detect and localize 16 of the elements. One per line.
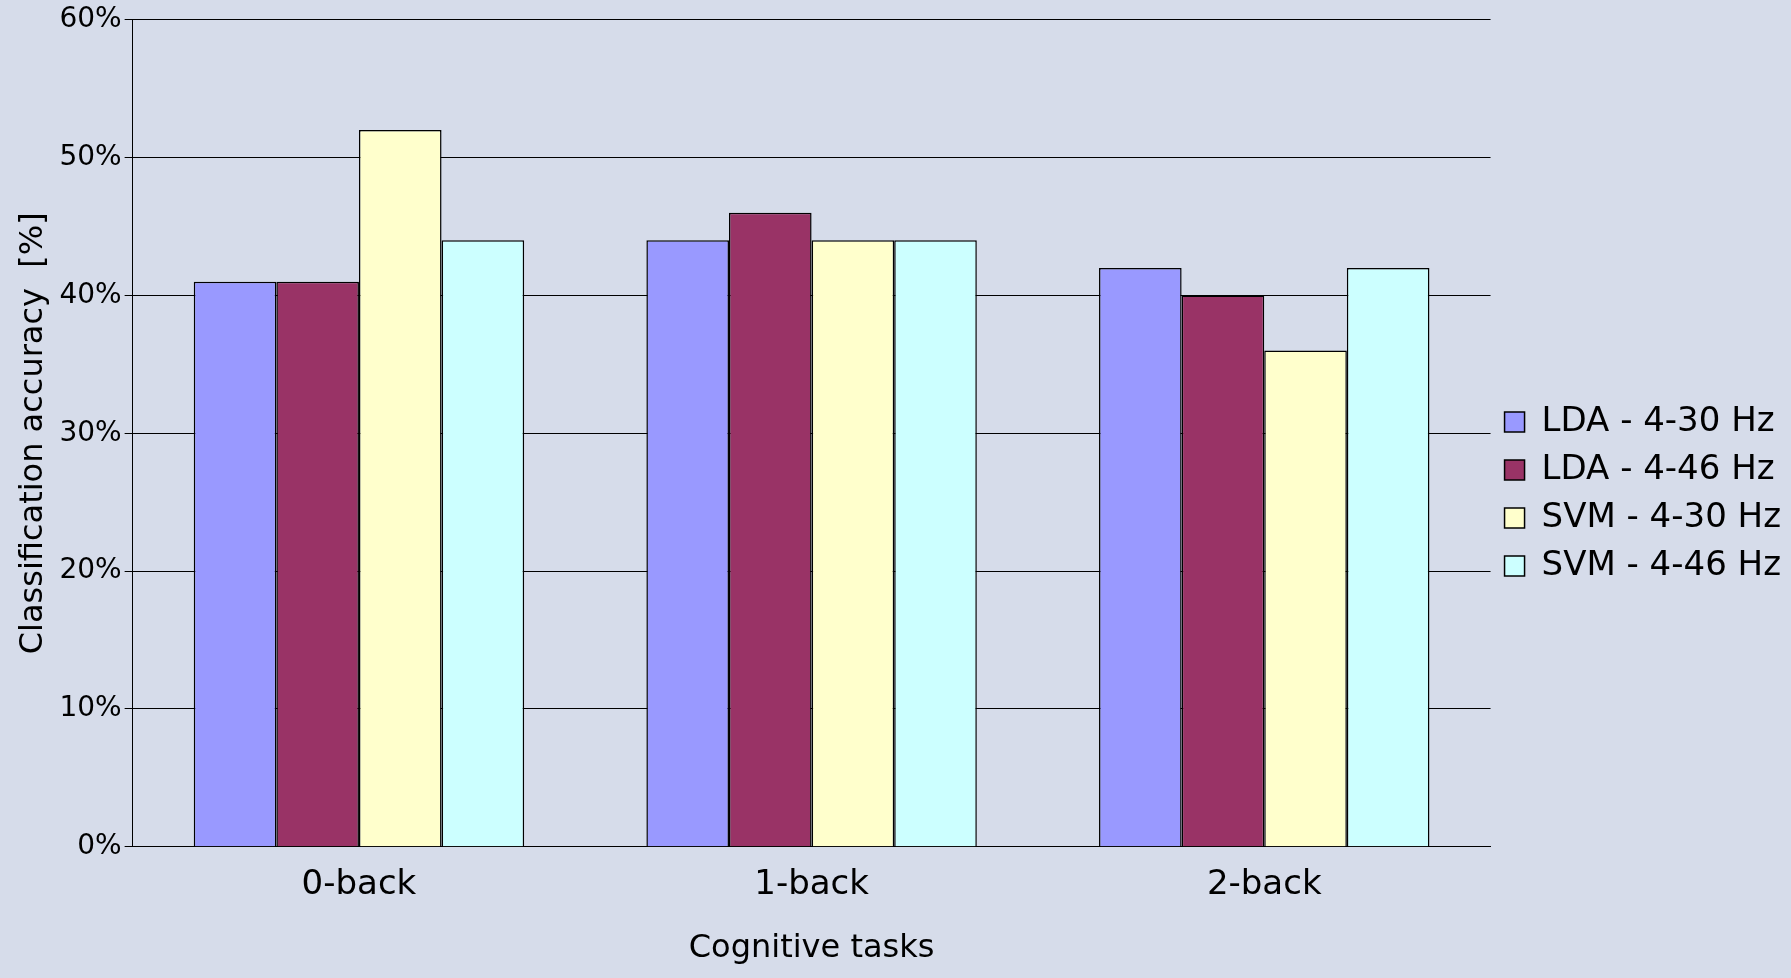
x-tick-label: 2-back bbox=[1206, 862, 1322, 903]
y-tick-label: 50% bbox=[59, 138, 122, 172]
x-tick-label: 1-back bbox=[754, 862, 870, 903]
y-tick-label: 0% bbox=[77, 828, 122, 862]
legend-label: SVM - 4-30 Hz bbox=[1541, 494, 1782, 535]
y-tick-label: 10% bbox=[59, 690, 122, 724]
y-axis-title: Classification accuracy [%] bbox=[11, 212, 50, 655]
y-tick-label: 40% bbox=[59, 276, 122, 310]
legend-label: LDA - 4-30 Hz bbox=[1541, 398, 1775, 439]
legend-label: LDA - 4-46 Hz bbox=[1541, 446, 1775, 487]
x-tick-label: 0-back bbox=[301, 862, 417, 903]
y-tick-label: 60% bbox=[59, 1, 122, 35]
y-tick-label: 20% bbox=[59, 552, 122, 586]
y-tick-label: 30% bbox=[59, 414, 122, 448]
x-axis-title: Cognitive tasks bbox=[688, 927, 935, 966]
legend-label: SVM - 4-46 Hz bbox=[1541, 542, 1782, 583]
